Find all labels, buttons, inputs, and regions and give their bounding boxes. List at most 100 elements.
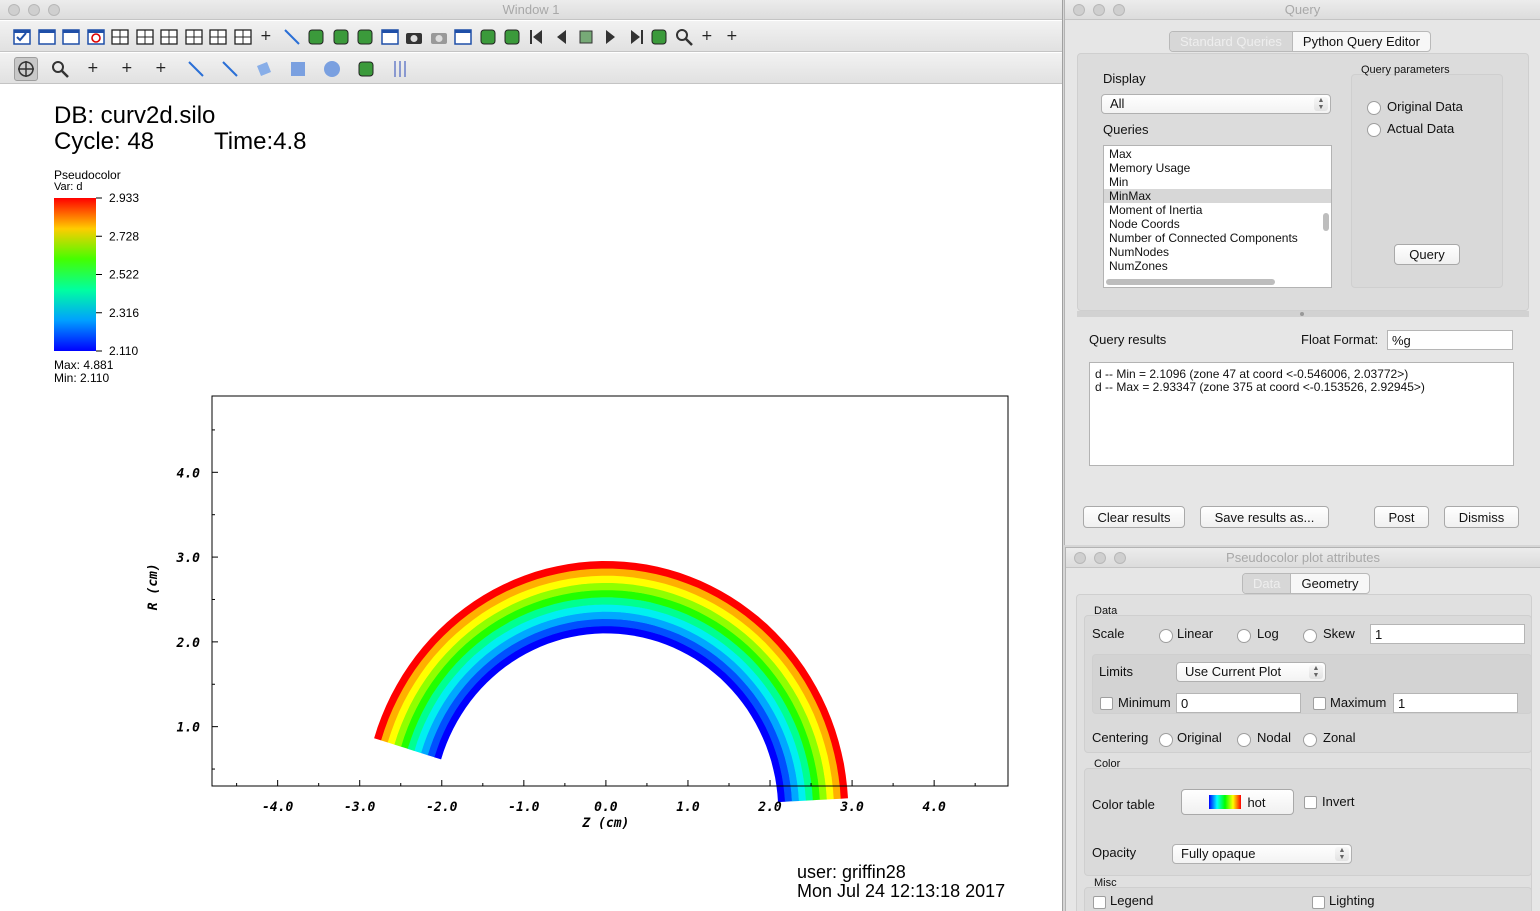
query-list-item[interactable]: NumNodes xyxy=(1109,245,1170,259)
point-tool-icon[interactable] xyxy=(354,57,378,81)
pseudocolor-titlebar[interactable]: Pseudocolor plot attributes xyxy=(1066,548,1540,568)
clear-results-button[interactable]: Clear results xyxy=(1083,506,1185,528)
query-titlebar[interactable]: Query xyxy=(1065,0,1540,20)
tab-python-query-editor[interactable]: Python Query Editor xyxy=(1302,34,1420,49)
spin-icon[interactable] xyxy=(500,25,524,49)
layout-1x2-icon[interactable] xyxy=(133,25,157,49)
lighting-checkbox[interactable] xyxy=(1312,896,1325,909)
line-tool-icon[interactable] xyxy=(218,57,242,81)
annotation-icon[interactable] xyxy=(647,25,671,49)
query-list-item[interactable]: Moment of Inertia xyxy=(1109,203,1203,217)
rewind-icon[interactable] xyxy=(525,25,549,49)
box-tool-icon[interactable] xyxy=(286,57,310,81)
layout-3x3-icon[interactable] xyxy=(231,25,255,49)
stop-icon[interactable] xyxy=(574,25,598,49)
zoom-pick-icon[interactable] xyxy=(672,25,696,49)
layout-2x4-icon[interactable] xyxy=(206,25,230,49)
camera-icon[interactable] xyxy=(402,25,426,49)
zone-pick-icon[interactable]: + xyxy=(82,57,106,81)
play-icon[interactable] xyxy=(598,25,622,49)
query-results-text[interactable]: d -- Min = 2.1096 (zone 47 at coord <-0.… xyxy=(1089,362,1514,466)
sliders-icon[interactable] xyxy=(388,57,412,81)
close-icon[interactable] xyxy=(8,4,20,16)
limits-select[interactable]: Use Current Plot ▲ ▼ xyxy=(1176,662,1326,682)
pick-mode-icon[interactable]: + xyxy=(255,25,279,49)
clear-window-icon[interactable] xyxy=(451,25,475,49)
save-window-icon[interactable] xyxy=(378,25,402,49)
legend-checkbox[interactable] xyxy=(1093,896,1106,909)
zone-pick-icon[interactable]: + xyxy=(696,25,720,49)
layout-2x2-icon[interactable] xyxy=(157,25,181,49)
queries-vscrollbar[interactable] xyxy=(1322,148,1330,273)
invert-checkbox[interactable] xyxy=(1304,796,1317,809)
scale-log-radio[interactable] xyxy=(1237,629,1251,643)
maximum-checkbox[interactable] xyxy=(1313,697,1326,710)
opacity-select[interactable]: Fully opaque ▲ ▼ xyxy=(1172,844,1352,864)
query-button[interactable]: Query xyxy=(1394,244,1460,265)
close-icon[interactable] xyxy=(1074,552,1086,564)
skew-input[interactable] xyxy=(1370,624,1525,644)
close-icon[interactable] xyxy=(1073,4,1085,16)
node-pick-icon[interactable]: + xyxy=(721,25,745,49)
node-pick-icon[interactable]: + xyxy=(116,57,140,81)
forward-icon[interactable] xyxy=(623,25,647,49)
redo-view-icon[interactable] xyxy=(353,25,377,49)
post-button[interactable]: Post xyxy=(1374,506,1429,528)
active-plots-icon[interactable] xyxy=(10,25,34,49)
queries-hscrollbar[interactable] xyxy=(1106,279,1275,285)
toggle-3d-icon[interactable] xyxy=(304,25,328,49)
dismiss-button[interactable]: Dismiss xyxy=(1444,506,1519,528)
back-icon[interactable] xyxy=(549,25,573,49)
spreadsheet-pick-icon[interactable]: + xyxy=(150,57,174,81)
minimize-icon[interactable] xyxy=(28,4,40,16)
new-window-icon[interactable] xyxy=(35,25,59,49)
tab-data[interactable]: Data xyxy=(1243,574,1292,593)
window1-titlebar[interactable]: Window 1 xyxy=(0,0,1062,20)
centering-nodal-radio[interactable] xyxy=(1237,733,1251,747)
display-select[interactable]: All ▲ ▼ xyxy=(1101,94,1331,114)
scale-linear-radio[interactable] xyxy=(1159,629,1173,643)
tab-standard-queries[interactable]: Standard Queries xyxy=(1170,32,1293,51)
lock-view-icon[interactable] xyxy=(476,25,500,49)
minimize-icon[interactable] xyxy=(1094,552,1106,564)
original-data-radio[interactable] xyxy=(1367,101,1381,115)
zoom-icon[interactable] xyxy=(48,4,60,16)
tab-geometry[interactable]: Geometry xyxy=(1301,576,1359,591)
minimum-checkbox[interactable] xyxy=(1100,697,1113,710)
maximum-input[interactable] xyxy=(1393,693,1518,713)
query-list-item[interactable]: Number of Connected Components xyxy=(1109,231,1298,245)
lineout-icon[interactable] xyxy=(280,25,304,49)
plot-area[interactable]: -4.0 -3.0 -2.0 -1.0 0.0 1.0 2.0 3.0 4.0 1.0 2.0 3.0… xyxy=(130,390,1030,840)
float-format-input[interactable] xyxy=(1387,330,1513,350)
navigate-icon[interactable] xyxy=(14,57,38,81)
layout-2x3-icon[interactable] xyxy=(182,25,206,49)
query-list-item[interactable]: Min xyxy=(1109,175,1129,189)
layout-1x1-icon[interactable] xyxy=(108,25,132,49)
query-list-item[interactable]: Max xyxy=(1109,147,1132,161)
zoom-icon[interactable] xyxy=(48,57,72,81)
centering-zonal-radio[interactable] xyxy=(1303,733,1317,747)
queries-list[interactable]: Max Memory Usage Min MinMax Moment of Inerti… xyxy=(1103,145,1332,288)
query-list-item[interactable]: Node Coords xyxy=(1109,217,1180,231)
actual-data-radio[interactable] xyxy=(1367,123,1381,137)
clone-window-icon[interactable] xyxy=(59,25,83,49)
lineout-icon[interactable] xyxy=(184,57,208,81)
color-table-button[interactable]: hot xyxy=(1181,789,1294,815)
delete-window-icon[interactable] xyxy=(84,25,108,49)
undo-view-icon[interactable] xyxy=(329,25,353,49)
query-list-item[interactable]: Memory Usage xyxy=(1109,161,1191,175)
query-list-item[interactable]: NumZones xyxy=(1109,259,1168,273)
vscroll-thumb[interactable] xyxy=(1323,213,1329,231)
plane-tool-icon[interactable] xyxy=(252,57,276,81)
sphere-tool-icon[interactable] xyxy=(320,57,344,81)
minimum-input[interactable] xyxy=(1176,693,1301,713)
camera-dim-icon[interactable] xyxy=(427,25,451,49)
zoom-icon[interactable] xyxy=(1114,552,1126,564)
minimize-icon[interactable] xyxy=(1093,4,1105,16)
save-results-button[interactable]: Save results as... xyxy=(1200,506,1329,528)
zoom-icon[interactable] xyxy=(1113,4,1125,16)
query-list-item[interactable]: MinMax xyxy=(1104,189,1331,203)
centering-original-radio[interactable] xyxy=(1159,733,1173,747)
scale-skew-radio[interactable] xyxy=(1303,629,1317,643)
splitter[interactable] xyxy=(1077,311,1529,317)
